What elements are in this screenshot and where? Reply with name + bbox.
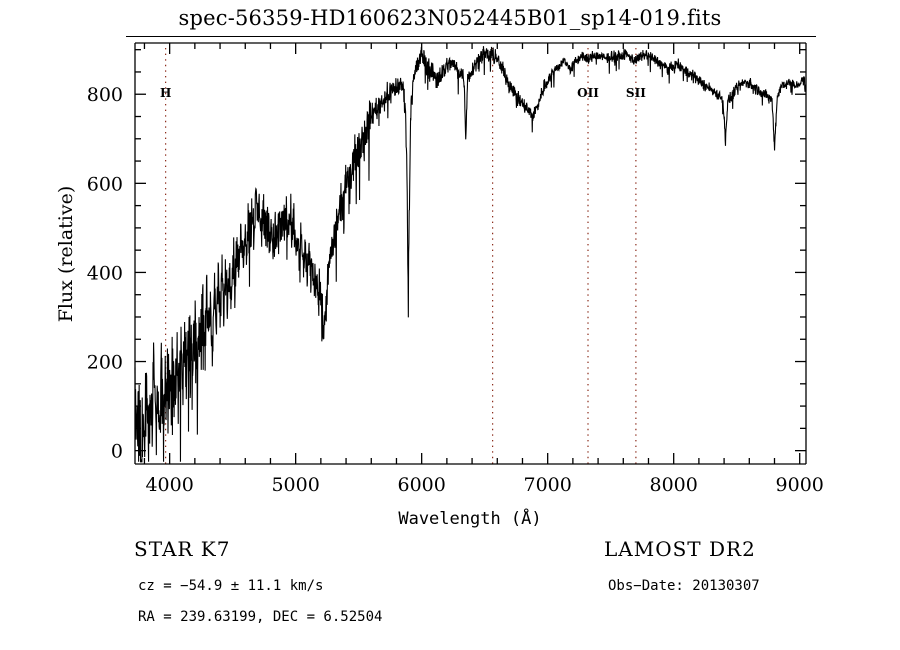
x-tick-label: 8000 — [650, 474, 698, 496]
axis-tick-labels: 4000 5000 6000 7000 8000 9000 0 200 400 600 800 — [87, 84, 824, 496]
y-tick-label: 400 — [87, 262, 123, 284]
x-tick-label: 6000 — [397, 474, 445, 496]
title-underline — [126, 36, 816, 37]
spectral-line-labels: H OII SII — [160, 86, 646, 100]
spectrum-trace — [134, 46, 807, 463]
x-tick-label: 7000 — [524, 474, 572, 496]
y-tick-label: 600 — [87, 173, 123, 195]
axis-frame — [134, 42, 807, 465]
line-label-sii: SII — [626, 86, 646, 100]
x-tick-label: 4000 — [145, 474, 193, 496]
y-tick-label: 200 — [87, 352, 123, 374]
spectral-line-markers — [165, 48, 637, 464]
x-tick-label: 5000 — [271, 474, 319, 496]
line-label-h: H — [160, 86, 171, 100]
page-title: spec-56359-HD160623N052445B01_sp14-019.f… — [178, 6, 722, 30]
y-tick-label: 0 — [111, 441, 123, 463]
line-label-oii: OII — [577, 86, 599, 100]
x-axis-title: Wavelength (Å) — [398, 507, 541, 529]
x-tick-label: 9000 — [776, 474, 824, 496]
y-axis-title: Flux (relative) — [55, 186, 77, 323]
y-tick-label: 800 — [87, 84, 123, 106]
